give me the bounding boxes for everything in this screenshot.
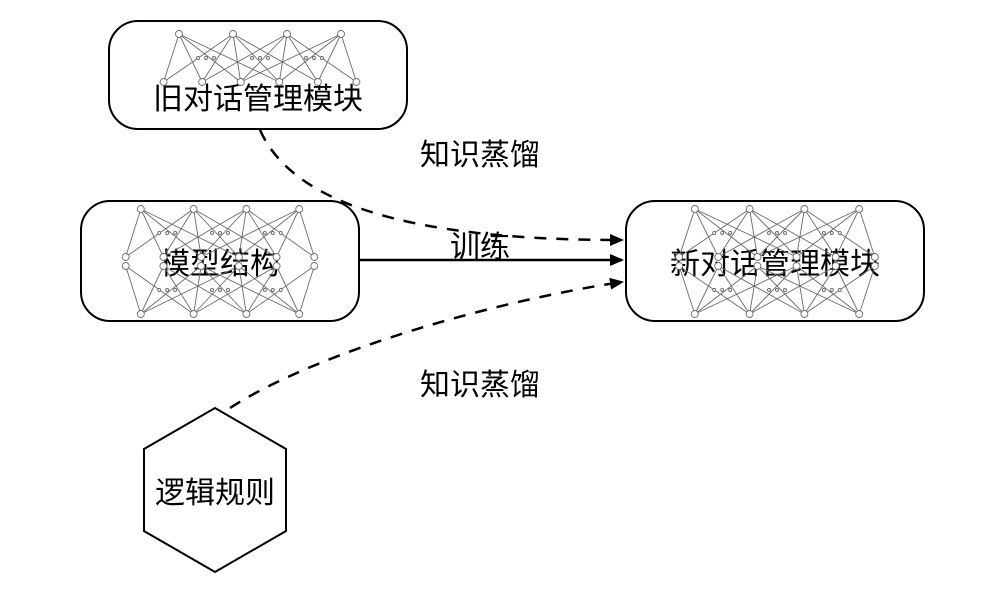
node-logic-rule-label: 逻辑规则 [155, 468, 275, 512]
edge-label-0: 知识蒸馏 [420, 130, 540, 174]
node-model-struct-label: 模型结构 [156, 239, 284, 283]
node-model-struct: 模型结构 [80, 200, 360, 322]
node-logic-rule: 逻辑规则 [133, 408, 297, 572]
node-old-module-label: 旧对话管理模块 [153, 74, 363, 118]
edge-label-2: 知识蒸馏 [420, 360, 540, 404]
node-new-module: 新对话管理模块 [625, 200, 925, 322]
node-new-module-label: 新对话管理模块 [666, 239, 884, 283]
node-old-module: 旧对话管理模块 [108, 20, 408, 130]
edge-label-1: 训练 [450, 222, 510, 266]
